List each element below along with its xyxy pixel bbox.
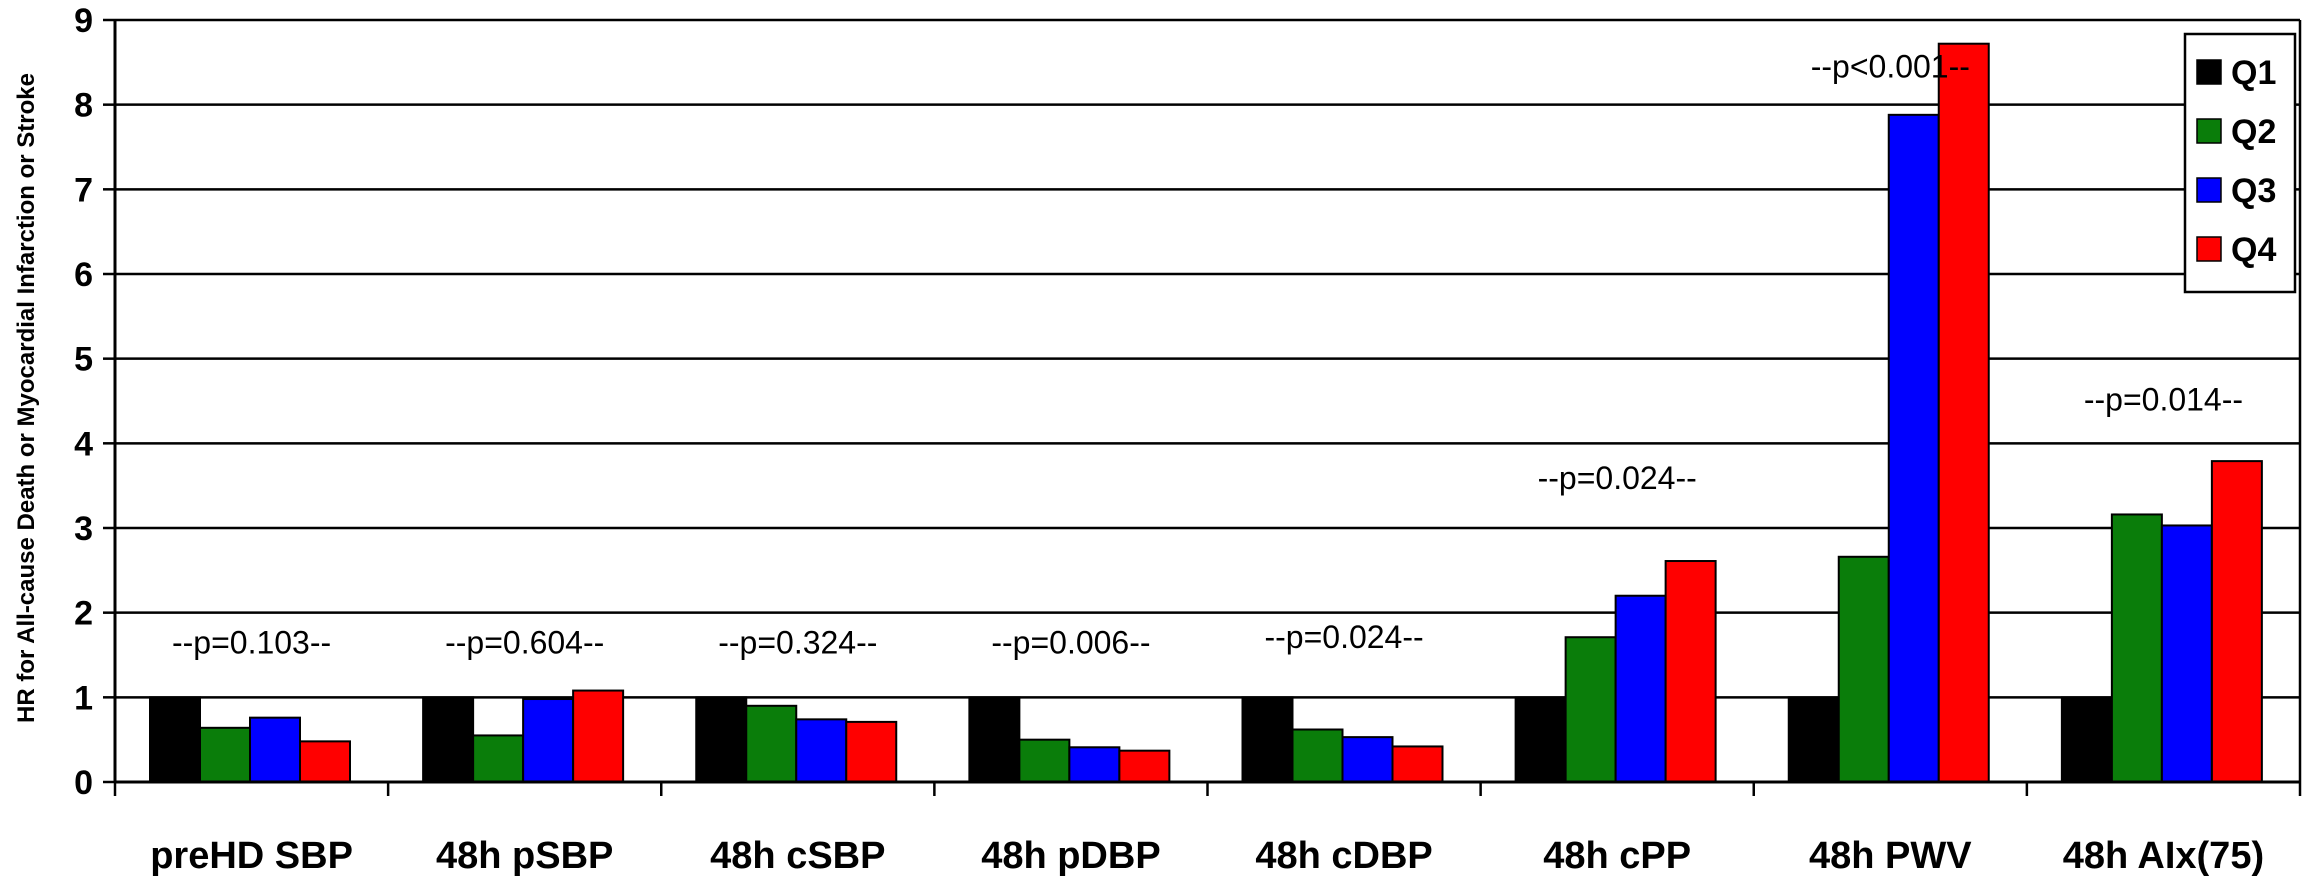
y-tick-label: 3 xyxy=(74,510,93,548)
bar xyxy=(795,718,848,784)
bar xyxy=(1068,746,1121,784)
bar xyxy=(968,696,1021,783)
bar xyxy=(745,704,798,783)
y-axis-label: HR for All-cause Death or Myocardial Inf… xyxy=(13,73,40,723)
legend-label: Q4 xyxy=(2231,231,2276,269)
legend-label: Q1 xyxy=(2231,54,2276,92)
p-value-annotation: --p=0.006-- xyxy=(991,624,1150,660)
x-category-label: 48h cSBP xyxy=(710,835,885,877)
y-tick-label: 1 xyxy=(74,679,93,717)
x-category-label: preHD SBP xyxy=(150,835,353,877)
bar xyxy=(1937,42,1990,783)
bar xyxy=(1787,696,1840,783)
legend-swatch xyxy=(2196,236,2222,262)
y-tick-label: 5 xyxy=(74,341,93,379)
p-value-annotation: --p<0.001-- xyxy=(1811,49,1970,85)
bar xyxy=(249,716,301,783)
x-category-label: 48h cDBP xyxy=(1255,835,1432,877)
tick-labels: 0 1 2 3 4 5 6 7 8 9 preHD SBP 48h pSBP 48h cSBP 48h p… xyxy=(74,2,2264,877)
p-value-annotation: --p=0.014-- xyxy=(2084,381,2243,417)
legend-swatch xyxy=(2196,177,2222,203)
y-tick-label: 4 xyxy=(74,425,93,463)
bar xyxy=(1241,696,1294,783)
bar xyxy=(522,698,575,784)
y-tick-label: 2 xyxy=(74,595,93,633)
bar xyxy=(1118,749,1171,784)
p-value-annotation: --p=0.024-- xyxy=(1264,619,1423,655)
y-tick-label: 6 xyxy=(74,256,93,294)
bar xyxy=(1664,560,1717,784)
bar xyxy=(1018,738,1071,784)
bar xyxy=(572,689,625,783)
bar xyxy=(1391,745,1444,784)
bar xyxy=(2110,513,2163,783)
bar xyxy=(845,720,898,783)
legend-swatch xyxy=(2196,118,2222,144)
bars xyxy=(149,42,2263,784)
bar xyxy=(1887,113,1940,784)
bar xyxy=(1291,728,1344,783)
bar xyxy=(1564,636,1617,783)
axes xyxy=(103,18,2302,796)
bar xyxy=(1614,594,1667,783)
bar xyxy=(695,696,748,783)
x-category-label: 48h pDBP xyxy=(981,835,1160,877)
x-category-label: 48h PWV xyxy=(1809,835,1972,877)
legend-label: Q2 xyxy=(2231,113,2276,151)
y-tick-label: 8 xyxy=(74,87,93,125)
bar xyxy=(422,696,475,783)
bar xyxy=(149,696,201,783)
legend: Q1 Q2 Q3 Q4 xyxy=(2183,32,2297,294)
x-category-label: 48h pSBP xyxy=(436,835,613,877)
y-tick-label: 9 xyxy=(74,2,93,40)
y-tick-label: 0 xyxy=(74,764,93,802)
bar xyxy=(299,740,351,783)
x-category-label: 48h cPP xyxy=(1543,835,1691,877)
p-value-annotation: --p=0.024-- xyxy=(1538,460,1697,496)
legend-swatch xyxy=(2196,59,2222,85)
bar xyxy=(1341,736,1394,783)
y-tick-label: 7 xyxy=(74,171,93,209)
p-value-annotation: --p=0.324-- xyxy=(718,624,877,660)
bar xyxy=(2160,524,2213,784)
bar xyxy=(1837,555,1890,784)
bar xyxy=(199,726,251,784)
bar xyxy=(2060,696,2113,783)
x-category-label: 48h AIx(75) xyxy=(2063,835,2264,877)
p-value-annotation: --p=0.103-- xyxy=(172,624,331,660)
bar xyxy=(1514,696,1567,783)
p-value-annotations: --p=0.103-- --p=0.604-- --p=0.324-- --p=0.0… xyxy=(172,49,2243,661)
legend-label: Q3 xyxy=(2231,172,2276,210)
bar xyxy=(2210,460,2263,783)
p-value-annotation: --p=0.604-- xyxy=(445,624,604,660)
gridlines xyxy=(115,18,2300,699)
bar xyxy=(472,734,525,784)
